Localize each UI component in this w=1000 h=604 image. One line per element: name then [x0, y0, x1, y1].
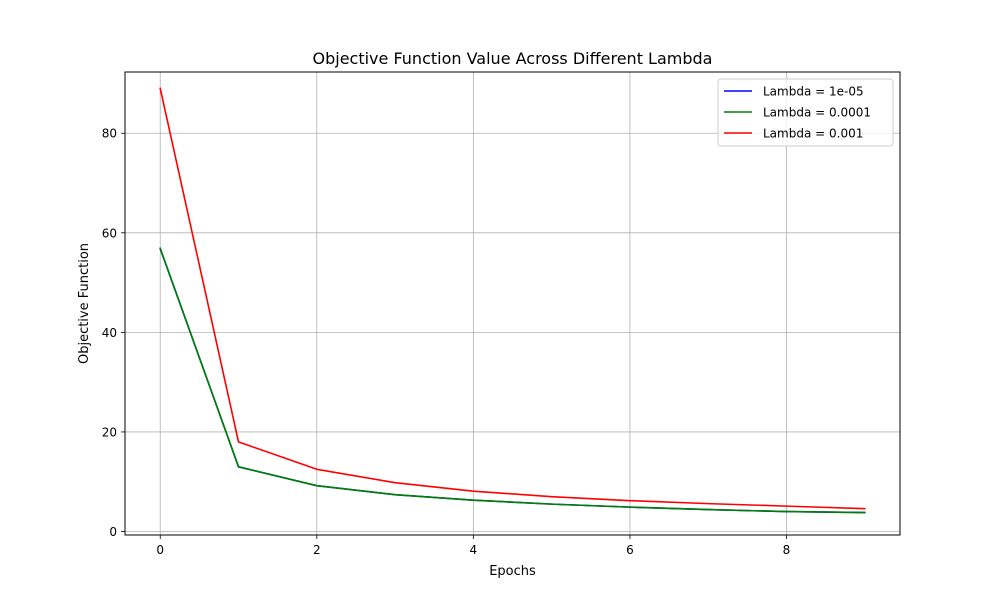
plot-area-frame: [124, 71, 901, 536]
legend-label: Lambda = 1e-05: [763, 85, 864, 99]
x-axis-label: Epochs: [489, 564, 536, 579]
x-tick-label: 0: [156, 543, 164, 557]
legend-label: Lambda = 0.001: [763, 127, 863, 141]
series-lines: [159, 87, 866, 514]
y-tick-label: 80: [102, 127, 117, 141]
y-tick-label: 20: [102, 425, 117, 439]
x-tick-label: 8: [783, 543, 791, 557]
x-tick-label: 2: [313, 543, 321, 557]
y-tick-label: 0: [109, 525, 117, 539]
series-line-2: [159, 247, 866, 514]
y-axis-label: Objective Function: [77, 243, 92, 364]
chart-title: Objective Function Value Across Differen…: [313, 49, 713, 68]
x-tick-label: 4: [470, 543, 478, 557]
x-tick-label: 6: [626, 543, 634, 557]
series-line-3: [159, 87, 866, 510]
y-tick-label: 40: [102, 326, 117, 340]
legend: Lambda = 1e-05 Lambda = 0.0001 Lambda = 0.…: [717, 78, 894, 147]
y-tick-label: 60: [102, 226, 117, 240]
legend-box: [717, 78, 894, 147]
legend-label: Lambda = 0.0001: [763, 106, 871, 120]
